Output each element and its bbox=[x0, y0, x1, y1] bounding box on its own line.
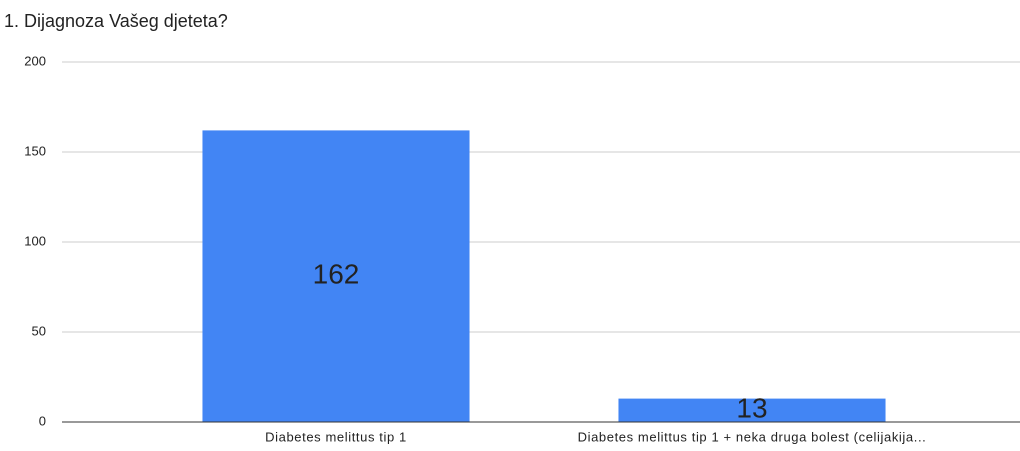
chart-title: 1. Dijagnoza Vašeg djeteta? bbox=[4, 11, 228, 31]
bar bbox=[618, 398, 886, 422]
y-tick-label: 200 bbox=[24, 53, 46, 68]
x-tick-label: Diabetes melittus tip 1 bbox=[265, 429, 407, 444]
y-tick-label: 150 bbox=[24, 143, 46, 158]
y-tick-label: 100 bbox=[24, 233, 46, 248]
y-tick-label: 0 bbox=[39, 413, 46, 428]
data-label: 162 bbox=[313, 259, 360, 290]
bar bbox=[202, 130, 470, 422]
x-tick-label: Diabetes melittus tip 1 + neka druga bol… bbox=[578, 429, 927, 444]
data-label: 13 bbox=[736, 393, 767, 424]
y-tick-label: 50 bbox=[32, 323, 46, 338]
